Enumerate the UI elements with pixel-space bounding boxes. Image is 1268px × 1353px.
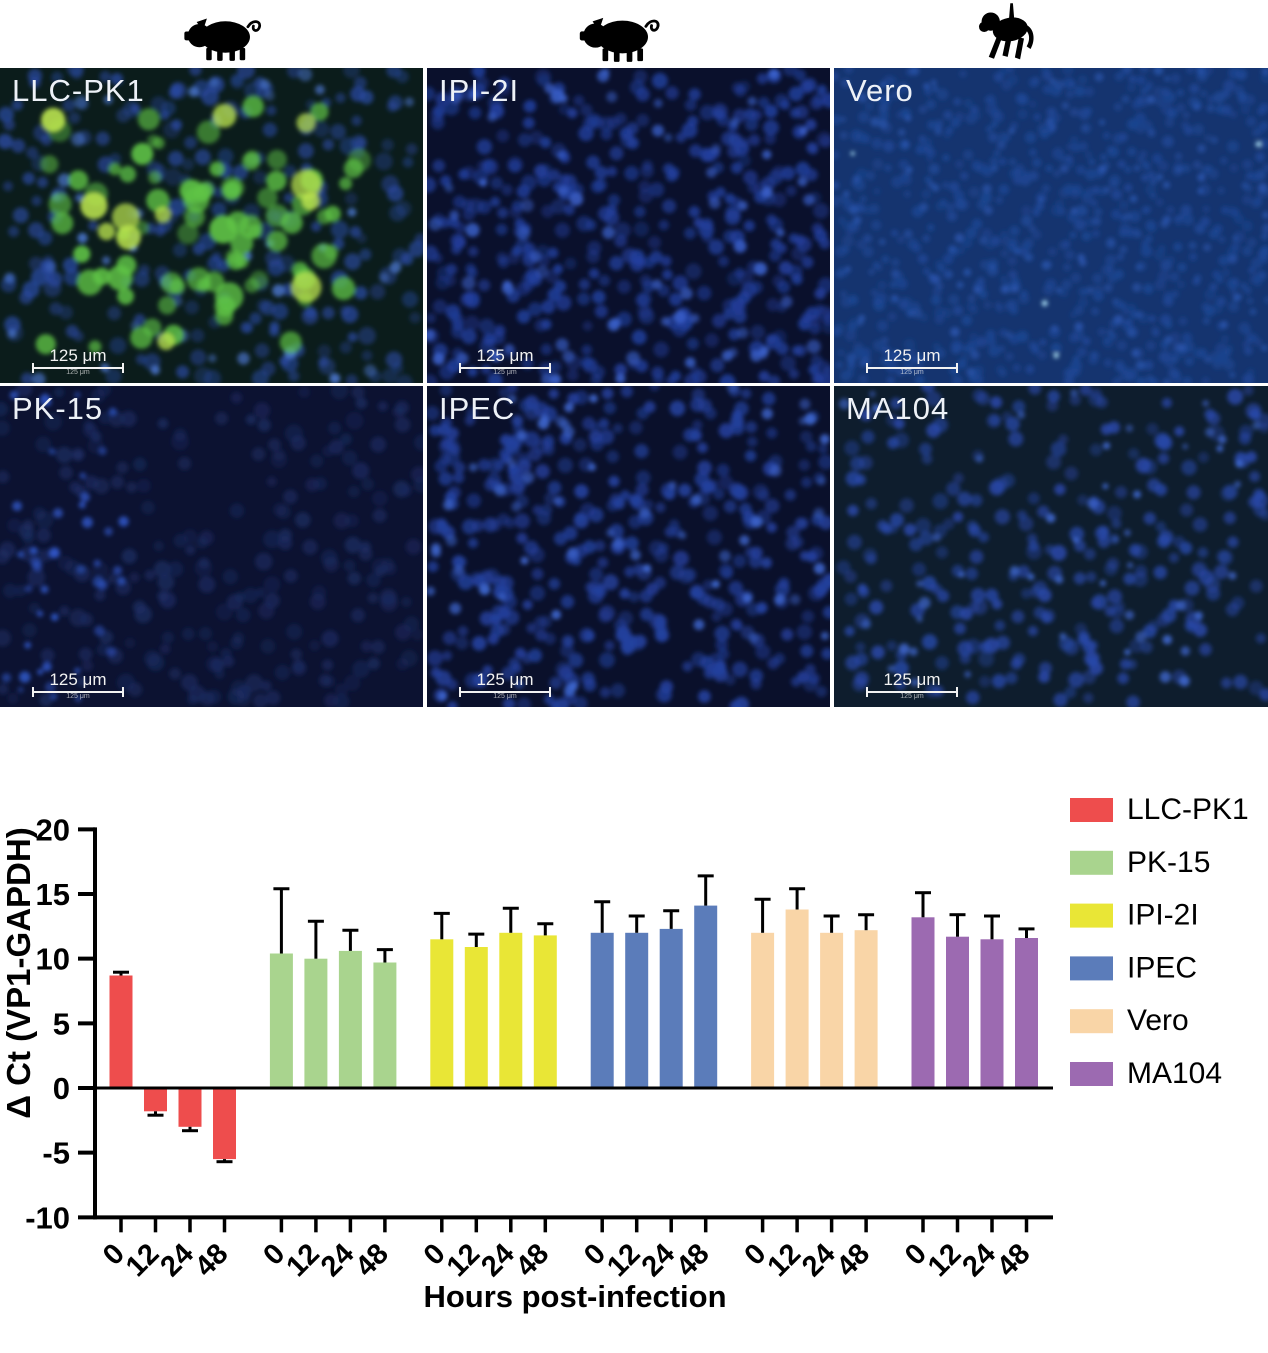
- legend-label-IPEC: IPEC: [1127, 951, 1197, 984]
- bar-IPEC-48h: [694, 905, 718, 1088]
- legend-swatch-LLC-PK1: [1070, 798, 1113, 822]
- legend-label-Vero: Vero: [1127, 1004, 1189, 1037]
- legend-label-LLC-PK1: LLC-PK1: [1127, 793, 1249, 826]
- panel-label: LLC-PK1: [12, 73, 145, 108]
- micrograph-panel-llc-pk1: LLC-PK1 125 μm 125 μm: [0, 68, 423, 383]
- scale-bar-sublabel: 125 μm: [493, 369, 517, 376]
- bar-IPEC-12h: [625, 932, 649, 1088]
- bar-Vero-12h: [785, 909, 809, 1088]
- x-axis-label: Hours post-infection: [423, 1279, 726, 1314]
- bar-LLC-PK1-48h: [213, 1088, 236, 1160]
- panel-label: MA104: [846, 391, 950, 426]
- scale-bar-sublabel: 125 μm: [66, 693, 90, 700]
- bar-IPI-2I-0h: [430, 939, 454, 1088]
- bar-MA104-24h: [980, 939, 1004, 1088]
- bar-IPI-2I-48h: [533, 935, 557, 1088]
- scale-bar-line: [866, 687, 958, 697]
- scale-bar-label: 125 μm: [49, 670, 107, 689]
- panel-label: PK-15: [12, 391, 104, 426]
- scale-bar-sublabel: 125 μm: [66, 369, 90, 376]
- x-tick-label: 48: [831, 1238, 876, 1283]
- bar-MA104-48h: [1015, 938, 1038, 1088]
- y-axis-label: Δ Ct (VP1-GAPDH): [0, 827, 37, 1118]
- bar-LLC-PK1-0h: [109, 975, 133, 1088]
- x-tick-label: 48: [510, 1238, 555, 1283]
- scale-bar-line: [32, 363, 124, 373]
- bar-chart: 20 15 10 5 0 -5 -10 Δ Ct (VP1-GAPDH) 0 12 24 48 0 12 2…: [0, 707, 1268, 1353]
- x-tick-label: 48: [991, 1238, 1036, 1283]
- y-tick-label: 5: [53, 1006, 70, 1041]
- scale-bar: 125 μm 125 μm: [457, 670, 553, 701]
- scale-bar-line: [866, 363, 958, 373]
- x-tick-label: 48: [189, 1238, 234, 1283]
- pig-icon: [183, 10, 265, 64]
- legend-swatch-IPEC: [1070, 956, 1113, 981]
- scale-bar-line: [459, 363, 551, 373]
- bar-IPEC-0h: [590, 932, 614, 1088]
- bar-PK-15-12h: [304, 958, 328, 1088]
- scale-bar: 125 μm 125 μm: [30, 670, 126, 701]
- x-tick-label: 48: [670, 1238, 715, 1283]
- scale-bar: 125 μm 125 μm: [864, 670, 960, 701]
- micrograph-panel-vero: Vero 125 μm 125 μm: [834, 68, 1268, 383]
- bar-LLC-PK1-12h: [144, 1088, 167, 1112]
- scale-bar-label: 125 μm: [476, 346, 534, 365]
- bar-Vero-48h: [854, 930, 878, 1088]
- legend-swatch-MA104: [1070, 1062, 1113, 1086]
- scale-bar-label: 125 μm: [49, 346, 107, 365]
- scale-bar-label: 125 μm: [883, 346, 941, 365]
- scale-bar-sublabel: 125 μm: [900, 693, 924, 700]
- bar-MA104-0h: [911, 917, 935, 1088]
- scale-bar-sublabel: 125 μm: [493, 693, 517, 700]
- scale-bar-line: [459, 687, 551, 697]
- bar-IPI-2I-12h: [464, 947, 488, 1088]
- bar-Vero-24h: [820, 932, 844, 1088]
- y-tick-label: 15: [36, 877, 70, 912]
- bar-Vero-0h: [751, 932, 775, 1088]
- legend-label-PK-15: PK-15: [1127, 846, 1210, 879]
- micrograph-panel-pk-15: PK-15 125 μm 125 μm: [0, 386, 423, 707]
- bar-PK-15-24h: [338, 950, 362, 1088]
- y-tick-label: 10: [36, 942, 70, 977]
- scale-bar-label: 125 μm: [476, 670, 534, 689]
- legend-swatch-PK-15: [1070, 850, 1113, 875]
- y-tick-label: -5: [42, 1136, 70, 1171]
- micrograph-panel-ma104: MA104 125 μm 125 μm: [834, 386, 1268, 707]
- x-tick-label: 48: [349, 1238, 394, 1283]
- legend-label-IPI-2I: IPI-2I: [1127, 899, 1199, 932]
- bar-IPEC-24h: [659, 928, 683, 1088]
- scale-bar: 125 μm 125 μm: [30, 346, 126, 377]
- scale-bar-line: [32, 687, 124, 697]
- pig-icon: [578, 10, 664, 64]
- scale-bar: 125 μm 125 μm: [864, 346, 960, 377]
- scale-bar-sublabel: 125 μm: [900, 369, 924, 376]
- micrograph-panel-ipec: IPEC 125 μm 125 μm: [427, 386, 830, 707]
- legend-swatch-Vero: [1070, 1009, 1113, 1034]
- monkey-icon: [973, 2, 1045, 64]
- bar-PK-15-0h: [269, 953, 293, 1088]
- bar-LLC-PK1-24h: [178, 1088, 202, 1127]
- y-tick-label: -10: [25, 1200, 70, 1235]
- scale-bar-label: 125 μm: [883, 670, 941, 689]
- bar-PK-15-48h: [373, 962, 397, 1088]
- y-tick-label: 0: [53, 1071, 70, 1106]
- y-tick-label: 20: [36, 812, 70, 847]
- panel-label: IPEC: [439, 391, 516, 426]
- micrograph-panel-ipi-2i: IPI-2I 125 μm 125 μm: [427, 68, 830, 383]
- legend-label-MA104: MA104: [1127, 1057, 1222, 1090]
- bar-IPI-2I-24h: [499, 932, 523, 1088]
- panel-label: Vero: [846, 73, 914, 108]
- legend-swatch-IPI-2I: [1070, 903, 1113, 928]
- scale-bar: 125 μm 125 μm: [457, 346, 553, 377]
- bar-MA104-12h: [946, 936, 969, 1088]
- panel-label: IPI-2I: [439, 73, 520, 108]
